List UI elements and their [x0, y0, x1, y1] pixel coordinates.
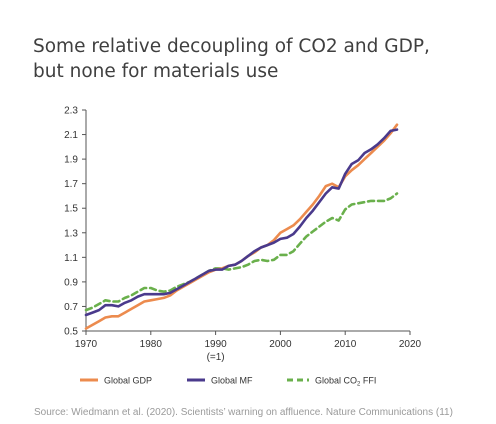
chart-series	[84, 123, 399, 330]
y-tick-label: 1.1	[64, 253, 78, 264]
legend-label-gdp: Global GDP	[104, 376, 152, 386]
series-line-global-gdp	[84, 123, 399, 330]
chart-title: Some relative decoupling of CO2 and GDP,…	[33, 34, 473, 84]
series-line-global-mf	[84, 128, 399, 317]
y-tick-label: 1.3	[64, 228, 78, 239]
y-tick-label: 1.5	[64, 204, 78, 215]
x-tick-label: 1970	[75, 339, 98, 350]
legend-label-mf: Global MF	[211, 376, 253, 386]
x-tick-label: 1990	[204, 339, 227, 350]
x-tick-label: 2010	[334, 339, 357, 350]
source-caption: Source: Wiedmann et al. (2020). Scientis…	[34, 407, 453, 418]
chart-title-line-1: Some relative decoupling of CO2 and GDP,	[33, 36, 430, 57]
y-tick-label: 1.9	[64, 155, 78, 166]
y-tick-label: 2.1	[64, 130, 78, 141]
x-tick-label: 1980	[140, 339, 163, 350]
y-tick-label: 0.5	[64, 327, 78, 338]
legend-label-co2: Global CO2 FFI	[315, 376, 376, 388]
x-tick-label: 2020	[399, 339, 422, 350]
y-tick-label: 0.9	[64, 277, 78, 288]
chart-axes: 0.5 0.7 0.9 1.1 1.3 1.5 1.7 1.9 2.1 2.3 1970 1980 19…	[64, 106, 421, 364]
x-tick-label: 2000	[269, 339, 292, 350]
y-tick-label: 1.7	[64, 179, 78, 190]
series-line-global-co-ffi	[84, 192, 399, 312]
y-tick-label: 0.7	[64, 302, 78, 313]
x-tick-note: (=1)	[207, 352, 225, 363]
y-tick-label: 2.3	[64, 106, 78, 117]
chart-title-line-2: but none for materials use	[33, 61, 279, 82]
chart-legend: Global GDP Global MF Global CO2 FFI	[80, 376, 376, 388]
